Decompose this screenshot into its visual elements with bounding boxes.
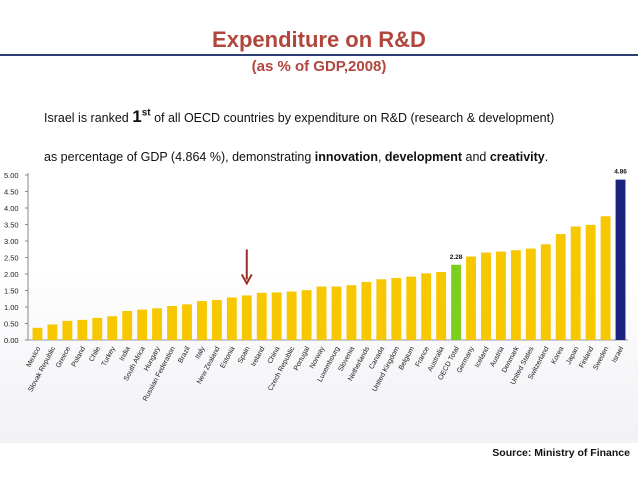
- bar: [585, 224, 596, 340]
- y-tick-label: 0.00: [4, 336, 19, 345]
- caption-text: .: [544, 150, 549, 164]
- bar: [286, 291, 297, 340]
- bar: [182, 304, 192, 340]
- page-title: Expenditure on R&D: [212, 27, 426, 52]
- source-note: Source: Ministry of Finance: [492, 447, 630, 459]
- bar: [107, 316, 118, 340]
- x-tick-label: Russian Federation: [142, 346, 177, 403]
- bar: [481, 252, 491, 340]
- x-tick-label: Greece: [55, 346, 72, 370]
- bar: [615, 179, 626, 340]
- bar: [406, 276, 417, 340]
- x-tick-label: Ireland: [250, 346, 266, 368]
- bar: [600, 216, 611, 340]
- rank-number: 1st: [132, 107, 151, 126]
- bar: [376, 279, 387, 340]
- y-tick-label: 2.00: [4, 270, 19, 279]
- bar: [391, 277, 402, 340]
- y-tick-label: 2.50: [4, 254, 19, 263]
- bar: [346, 285, 357, 340]
- bar: [466, 256, 476, 340]
- caption-text: and: [462, 150, 490, 164]
- bar: [77, 319, 88, 340]
- chart-panel: Israel is ranked 1st of all OECD countri…: [0, 88, 638, 443]
- bar: [495, 251, 506, 340]
- x-tick-label: Spain: [237, 346, 252, 365]
- bar: [421, 273, 432, 340]
- bar: [152, 308, 163, 340]
- emphasis-innovation: innovation: [314, 150, 378, 164]
- x-tick-label: India: [119, 346, 132, 363]
- data-label: 4.86: [614, 169, 627, 176]
- bar: [301, 290, 312, 340]
- bar: [211, 300, 222, 340]
- title-divider: [0, 54, 638, 56]
- x-tick-label: Korea: [551, 346, 566, 366]
- bar: [510, 250, 521, 340]
- y-tick-label: 3.50: [4, 221, 19, 230]
- bar: [47, 324, 58, 340]
- x-tick-label: Turkey: [101, 345, 117, 367]
- y-tick-label: 1.00: [4, 303, 19, 312]
- y-tick-label: 0.50: [4, 320, 19, 329]
- caption-text: Israel is ranked: [44, 111, 133, 125]
- bar: [226, 297, 237, 340]
- bar: [555, 234, 566, 340]
- bar: [361, 281, 372, 340]
- bar: [196, 301, 207, 340]
- bar: [451, 264, 462, 340]
- emphasis-development: development: [384, 150, 463, 164]
- y-tick-label: 3.00: [4, 237, 19, 246]
- x-tick-label: Israel: [611, 345, 625, 364]
- caption-line-1: Israel is ranked 1st of all OECD countri…: [44, 107, 554, 127]
- bar: [271, 292, 282, 340]
- annotation-arrow-head: [240, 273, 253, 286]
- bar: [167, 306, 177, 340]
- caption-text: ,: [377, 150, 385, 164]
- rank-suffix: st: [141, 107, 151, 119]
- data-label: 2.28: [450, 254, 463, 261]
- caption-line-2: as percentage of GDP (4.864 %), demonstr…: [44, 150, 548, 164]
- x-tick-label: Estonia: [219, 346, 236, 370]
- emphasis-creativity: creativity: [489, 150, 545, 164]
- caption-text: as percentage of GDP (4.864 %), demonstr…: [44, 150, 315, 164]
- bar: [137, 309, 148, 340]
- y-tick-label: 4.00: [4, 204, 19, 213]
- x-tick-label: China: [267, 346, 282, 366]
- x-tick-label: Japan: [565, 346, 580, 366]
- x-tick-label: Poland: [71, 346, 87, 369]
- bar: [570, 226, 581, 340]
- y-tick-label: 4.50: [4, 188, 19, 197]
- bar: [32, 327, 43, 340]
- y-tick-label: 5.00: [4, 171, 19, 180]
- bar: [525, 248, 536, 340]
- page-subtitle: (as % of GDP,2008): [251, 58, 387, 75]
- bar: [256, 292, 267, 340]
- bar: [316, 286, 327, 340]
- bar: [436, 272, 447, 340]
- x-tick-label: Chile: [88, 346, 102, 363]
- bar: [62, 320, 73, 340]
- caption-text: of all OECD countries by expenditure on …: [150, 111, 555, 125]
- bar: [241, 295, 252, 340]
- bar: [122, 310, 133, 340]
- y-tick-label: 1.50: [4, 287, 19, 296]
- bar: [331, 286, 342, 340]
- bar: [92, 317, 103, 340]
- x-tick-label: Italy: [194, 345, 206, 360]
- x-tick-label: Brazil: [177, 345, 192, 364]
- bar: [540, 244, 551, 340]
